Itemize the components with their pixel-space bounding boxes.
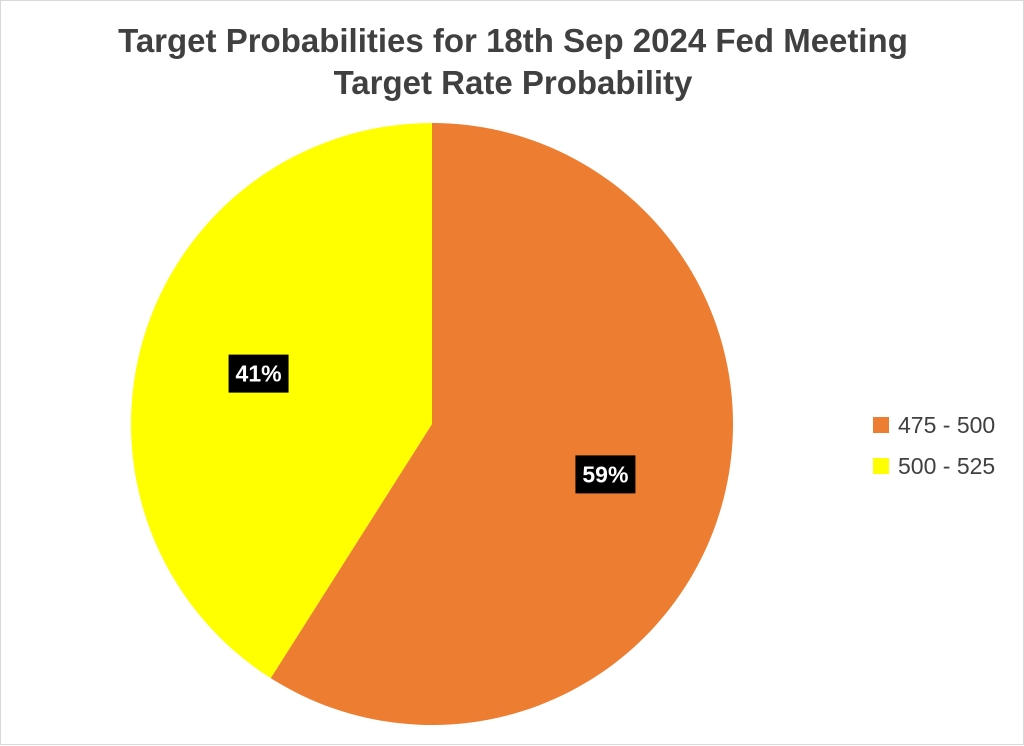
chart-subtitle: Target Rate Probability <box>333 64 693 101</box>
chart-title: Target Probabilities for 18th Sep 2024 F… <box>118 22 908 59</box>
legend-swatch-500-525 <box>873 458 889 474</box>
data-label-500-525: 41% <box>228 354 289 393</box>
legend-item-500-525: 500 - 525 <box>873 452 996 479</box>
data-label-475-500: 59% <box>575 455 636 494</box>
pie-slice-500-525 <box>130 123 432 679</box>
data-label-box <box>575 455 636 494</box>
data-label-text: 41% <box>236 361 282 387</box>
legend-swatch-475-500 <box>873 417 889 433</box>
data-label-box <box>228 354 289 393</box>
legend-label-500-525: 500 - 525 <box>898 452 996 479</box>
data-label-text: 59% <box>582 461 628 487</box>
legend-label-475-500: 475 - 500 <box>898 411 996 438</box>
legend-item-475-500: 475 - 500 <box>873 411 996 438</box>
legend: 475 - 500 500 - 525 <box>873 411 996 495</box>
pie-slice-475-500 <box>270 123 734 725</box>
